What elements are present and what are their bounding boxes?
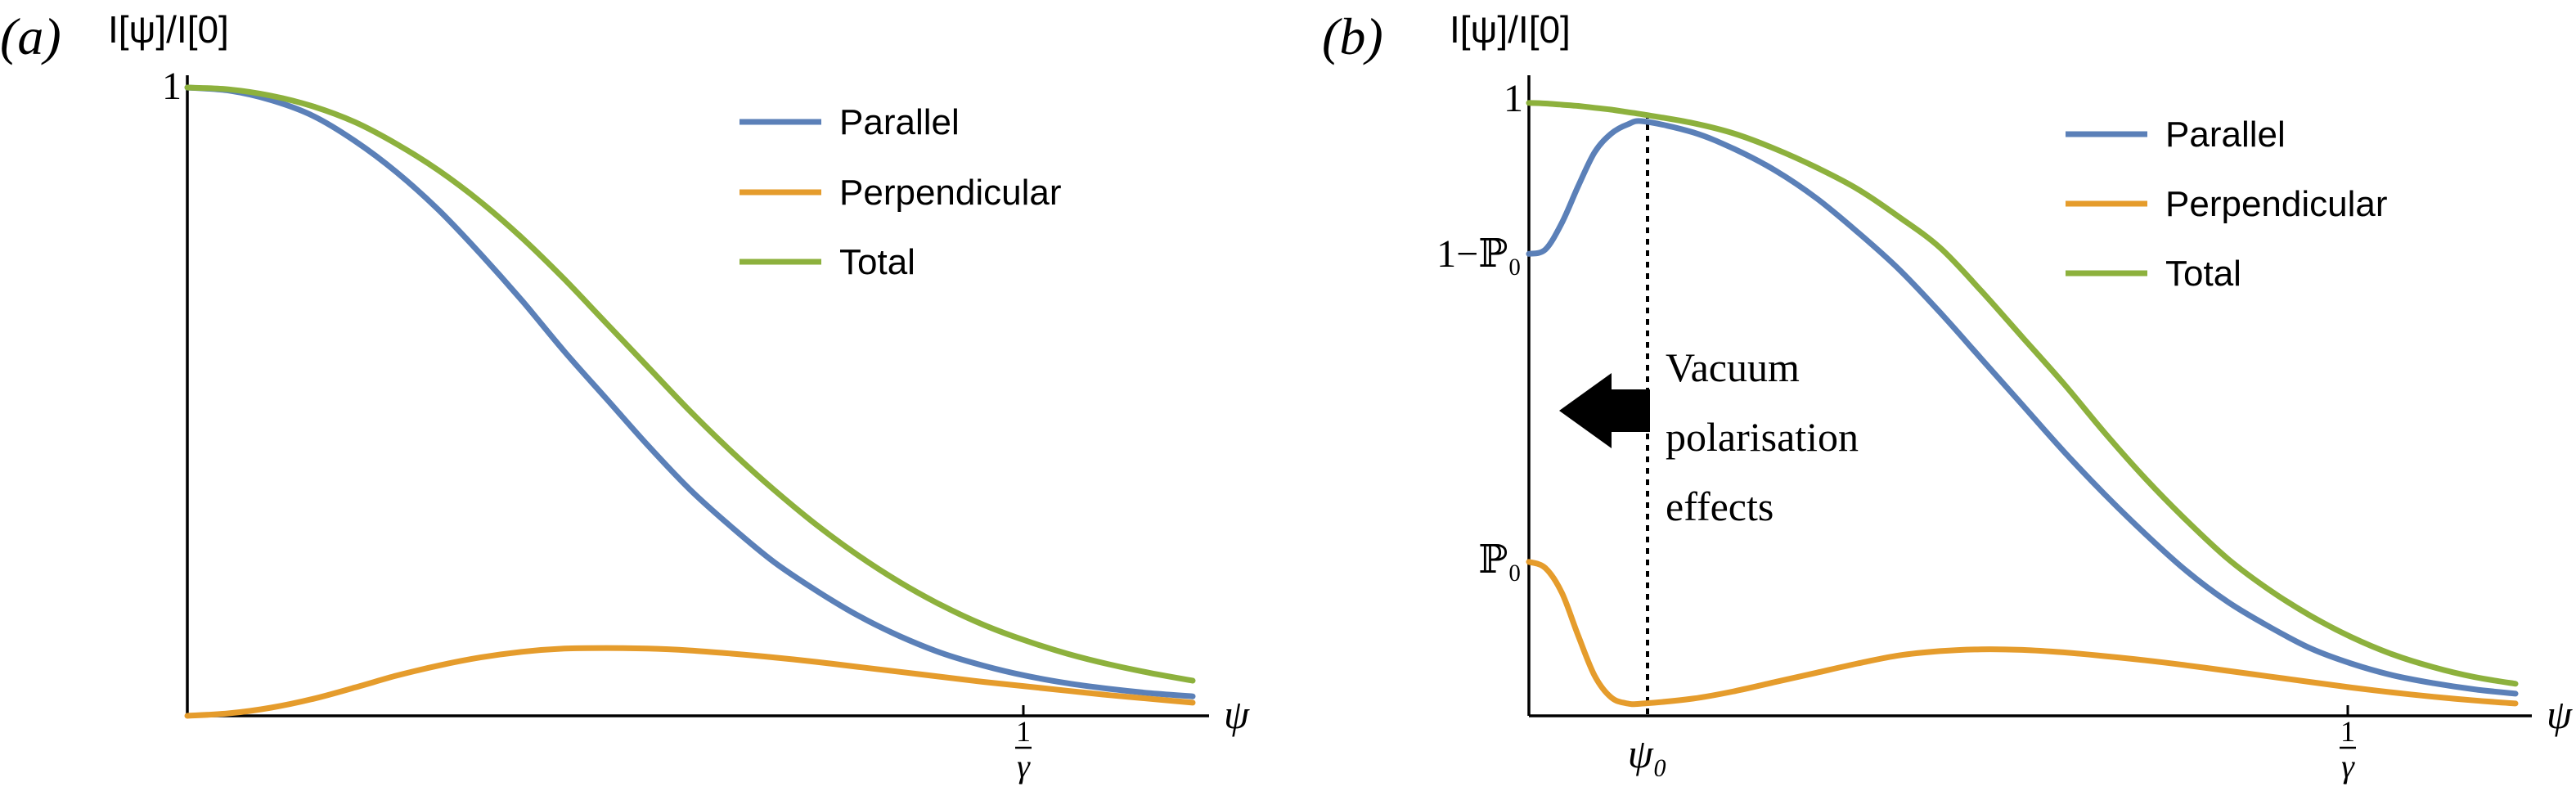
panel-a-series-perpendicular (184, 645, 1196, 719)
panel-a-xlabel: ψ (1224, 691, 1250, 737)
panel-b-label: (b) (1322, 7, 1383, 65)
panel-b-curves (1526, 100, 2519, 708)
panel-a-label: (a) (0, 7, 61, 65)
annotation-line-1: Vacuum (1666, 344, 1800, 390)
panel-b-series-total (1526, 100, 2519, 687)
panel-b: (b) I[ψ]/I[0] 1 1−ℙ₀ ℙ₀ ψ₀ 1 γ ψ Vacuum … (1322, 7, 2573, 785)
panel-a-series-total (184, 84, 1196, 684)
panel-a-curves (184, 84, 1196, 719)
legend-a-parallel: Parallel (839, 102, 960, 142)
panel-b-ytick-1: 1 (1504, 77, 1523, 120)
panel-a-ytick-1: 1 (162, 65, 182, 108)
left-arrow-icon (1559, 373, 1650, 448)
panel-a-series-parallel (184, 84, 1196, 699)
panel-b-xtick-psi0: ψ₀ (1628, 731, 1667, 776)
panel-b-series-perpendicular (1526, 559, 2519, 708)
panel-b-xtick-num: 1 (2340, 715, 2355, 748)
panel-a-xtick-den: γ (1017, 748, 1031, 785)
legend-a-perpendicular: Perpendicular (839, 173, 1062, 213)
panel-b-ylabel: I[ψ]/I[0] (1450, 8, 1571, 51)
legend-b-perpendicular: Perpendicular (2165, 184, 2388, 224)
panel-a: (a) I[ψ]/I[0] 1 1 γ ψ Parallel Perpendic… (0, 7, 1250, 785)
panel-b-series-parallel (1526, 118, 2519, 697)
legend-b-total: Total (2165, 254, 2241, 294)
panel-a-ylabel: I[ψ]/I[0] (108, 8, 229, 51)
legend-b-parallel: Parallel (2165, 115, 2286, 155)
panel-b-ytick-p0: ℙ₀ (1478, 538, 1522, 582)
annotation-line-3: effects (1666, 483, 1774, 529)
panel-b-legend: Parallel Perpendicular Total (2066, 115, 2388, 294)
panel-b-xlabel: ψ (2547, 691, 2573, 737)
panel-a-xtick-inv-gamma: 1 γ (1015, 705, 1032, 785)
panel-a-legend: Parallel Perpendicular Total (740, 102, 1062, 282)
legend-a-total: Total (839, 242, 915, 282)
panel-b-ytick-1-minus-p0: 1−ℙ₀ (1436, 232, 1522, 276)
panel-b-xtick-den: γ (2341, 748, 2355, 785)
annotation-line-2: polarisation (1666, 414, 1859, 460)
panel-b-xtick-inv-gamma: 1 γ (2340, 705, 2356, 785)
panel-a-xtick-num: 1 (1016, 715, 1031, 748)
